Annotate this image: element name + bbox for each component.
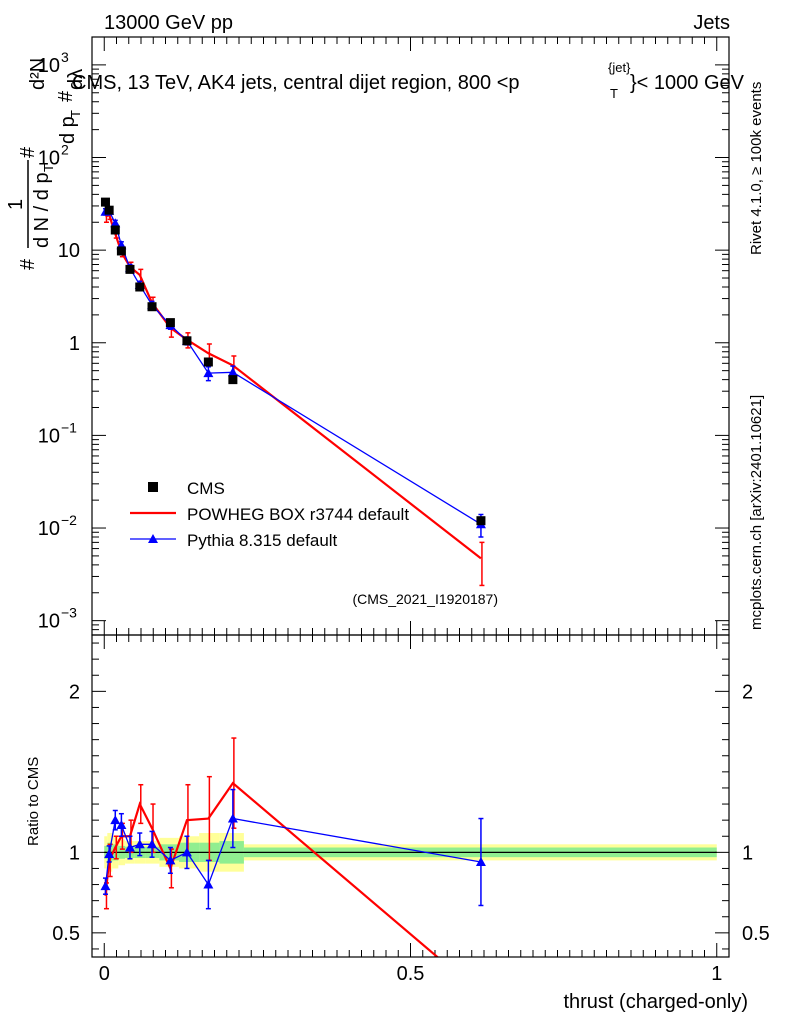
subtitle: CMS, 13 TeV, AK4 jets, central dijet reg… bbox=[72, 60, 745, 101]
y-tick-label-exp: 3 bbox=[61, 49, 69, 65]
y-tick-label-exp: −2 bbox=[61, 512, 77, 528]
rivet-label: Rivet 4.1.0, ≥ 100k events bbox=[748, 82, 765, 255]
y-tick-label: 10 −3 bbox=[38, 605, 77, 633]
y-tick-label: 10 bbox=[58, 240, 80, 262]
y-tick-label: 1 bbox=[69, 333, 80, 355]
ratio-y-label: Ratio to CMS bbox=[25, 757, 42, 846]
ratio-panel: 0.5 0.5 1 1 2 2 0 0.5 1 bbox=[52, 634, 770, 985]
header-left: 13000 GeV pp bbox=[104, 12, 233, 34]
y-tick-label: 10 −1 bbox=[38, 419, 77, 447]
y-axis-label: # 1 d N / d p T # d p T # d²N dλ bbox=[5, 58, 87, 270]
subtitle-main: CMS, 13 TeV, AK4 jets, central dijet reg… bbox=[72, 72, 520, 94]
y-label-d2N: d²N bbox=[27, 58, 49, 90]
ratio-y-tick-label: 0.5 bbox=[52, 923, 80, 945]
ratio-pythia-point bbox=[227, 813, 238, 823]
mcplots-label: mcplots.cern.ch [arXiv:2401.10621] bbox=[748, 395, 765, 630]
ratio-pythia-point bbox=[181, 847, 192, 857]
y-label-one: 1 bbox=[5, 199, 27, 210]
ratio-powheg-line bbox=[104, 781, 440, 957]
ratio-pythia-point bbox=[116, 819, 127, 829]
cms-point bbox=[116, 246, 126, 256]
subtitle-end: }< 1000 GeV bbox=[630, 72, 745, 94]
y-tick-label-exp: −3 bbox=[61, 605, 77, 621]
y-label-dlambda: dλ bbox=[65, 69, 87, 90]
ratio-y-tick-label-right: 1 bbox=[742, 842, 753, 864]
ratio-ticks: 0.5 0.5 1 1 2 2 0 0.5 1 bbox=[52, 635, 770, 985]
cms-point bbox=[228, 375, 238, 385]
cms-point bbox=[135, 282, 145, 292]
ratio-frame bbox=[91, 634, 730, 958]
ratio-pythia-point bbox=[134, 839, 145, 849]
ratio-pythia-point bbox=[110, 815, 121, 825]
y-label-dp: d p bbox=[57, 116, 79, 144]
ratio-y-tick-label-right: 2 bbox=[742, 681, 753, 703]
ratio-pythia-line bbox=[104, 817, 482, 887]
pythia-point bbox=[110, 218, 121, 228]
y-tick-label: 10 2 bbox=[38, 142, 69, 170]
x-axis-label: thrust (charged-only) bbox=[563, 991, 748, 1013]
x-tick-label: 0.5 bbox=[397, 963, 425, 985]
ratio-pythia-point bbox=[147, 839, 158, 849]
cms-point bbox=[100, 197, 110, 207]
y-tick-label-exp: 2 bbox=[61, 142, 69, 158]
cms-point bbox=[165, 318, 175, 328]
pythia-point bbox=[227, 367, 238, 377]
cms-point bbox=[104, 205, 114, 215]
y-tick-label: 10 3 bbox=[38, 49, 69, 77]
cms-point bbox=[203, 357, 213, 367]
analysis-watermark: (CMS_2021_I1920187) bbox=[352, 591, 498, 607]
subtitle-sub: T bbox=[610, 86, 618, 101]
y-tick-label-base: 10 bbox=[38, 611, 60, 633]
y-tick-label-base: 10 bbox=[38, 148, 60, 170]
ratio-y-tick-label: 1 bbox=[69, 842, 80, 864]
cms-point bbox=[147, 302, 157, 312]
cms-point bbox=[476, 516, 486, 526]
ratio-pythia-point bbox=[165, 855, 176, 865]
y-tick-label-base: 10 bbox=[38, 518, 60, 540]
header-right: Jets bbox=[693, 12, 730, 34]
y-tick-label: 10 −2 bbox=[38, 512, 77, 540]
pythia-point bbox=[203, 368, 214, 378]
y-tick-label-base: 10 bbox=[38, 425, 60, 447]
y-label-dN-sub: T bbox=[41, 164, 56, 172]
ratio-series-clipped bbox=[100, 737, 486, 957]
legend-marker-pythia bbox=[148, 534, 158, 543]
legend-label: POWHEG BOX r3744 default bbox=[187, 505, 409, 524]
y-tick-label-base: 10 bbox=[38, 55, 60, 77]
ratio-pythia-point bbox=[475, 857, 486, 867]
y-tick-label-base: 1 bbox=[69, 333, 80, 355]
ratio-pythia-point bbox=[203, 879, 214, 889]
ratio-y-tick-label-right: 0.5 bbox=[742, 923, 770, 945]
legend: CMS POWHEG BOX r3744 default Pythia 8.315 … bbox=[130, 479, 409, 550]
cms-point bbox=[110, 225, 120, 235]
legend-marker-cms bbox=[148, 482, 158, 492]
y-label-dN: d N / d p bbox=[31, 172, 53, 248]
y-label-dp-sub: T bbox=[68, 110, 83, 118]
legend-label: CMS bbox=[187, 479, 225, 498]
y-label-hash1: # bbox=[17, 258, 39, 270]
x-tick-label: 1 bbox=[711, 963, 722, 985]
pythia-line bbox=[105, 210, 482, 525]
ratio-pythia-point bbox=[100, 881, 111, 891]
y-tick-label-base: 10 bbox=[58, 240, 80, 262]
subtitle-sup: {jet} bbox=[608, 60, 631, 75]
ratio-pythia-point bbox=[124, 842, 135, 852]
y-label-hash3: # bbox=[55, 90, 77, 102]
main-series bbox=[100, 197, 486, 587]
x-tick-label: 0 bbox=[99, 963, 110, 985]
ratio-pythia-point bbox=[104, 848, 115, 858]
legend-label: Pythia 8.315 default bbox=[187, 531, 338, 550]
ratio-series bbox=[100, 737, 486, 957]
y-tick-label-exp: −1 bbox=[61, 419, 77, 435]
ratio-y-tick-label: 2 bbox=[69, 681, 80, 703]
cms-point bbox=[125, 264, 135, 274]
cms-point bbox=[182, 336, 192, 346]
y-label-hash2: # bbox=[17, 146, 39, 158]
